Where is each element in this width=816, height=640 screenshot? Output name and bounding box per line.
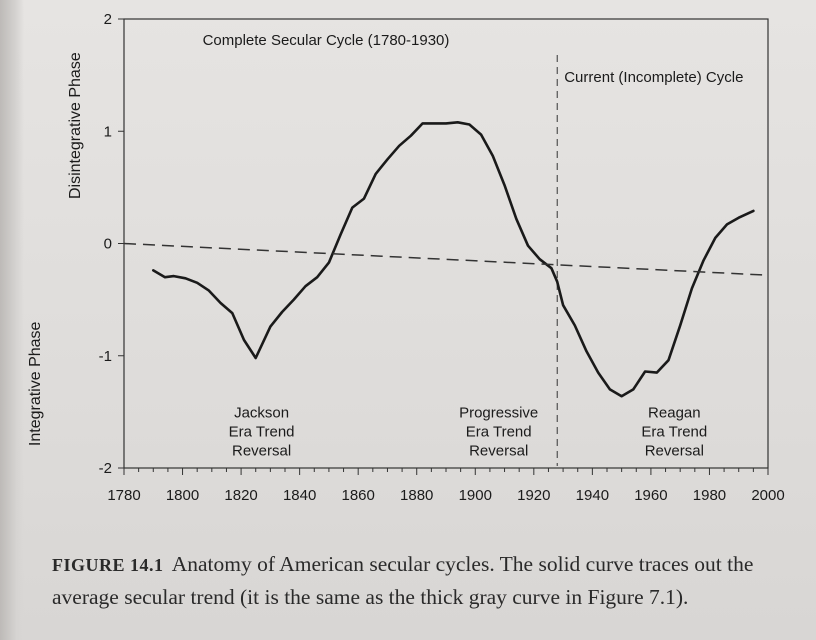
x-tick-label: 1800 bbox=[166, 487, 199, 504]
figure-caption-text: Anatomy of American secular cycles. The … bbox=[52, 552, 754, 609]
x-tick-label: 1900 bbox=[459, 487, 492, 504]
x-tick-label: 1780 bbox=[107, 487, 140, 504]
y-tick-label: -1 bbox=[99, 348, 112, 365]
y-tick-label: 0 bbox=[104, 236, 112, 253]
secular-cycle-chart: 1780 1800 1820 1840 1860 1880 1900 1920 1940 1960… bbox=[27, 11, 785, 504]
y-tick-label: 1 bbox=[104, 123, 112, 140]
secular-trend-curve bbox=[152, 121, 755, 398]
x-tick-label: 1980 bbox=[693, 487, 726, 504]
page-gutter-shadow bbox=[0, 0, 24, 640]
x-tick-label: 1880 bbox=[400, 487, 433, 504]
figure-caption: FIGURE 14.1 Anatomy of American secular … bbox=[52, 548, 802, 613]
annotation-progressive: Progressive Era Trend Reversal bbox=[459, 404, 538, 459]
x-tick-label: 1940 bbox=[576, 487, 609, 504]
x-tick-label: 1920 bbox=[517, 487, 550, 504]
y-tick-label: -2 bbox=[99, 460, 112, 477]
x-tick-label: 1820 bbox=[224, 487, 257, 504]
y-axis-label-integrative: Integrative Phase bbox=[27, 321, 44, 446]
x-tick-label: 1960 bbox=[634, 487, 667, 504]
x-tick-label: 2000 bbox=[751, 487, 784, 504]
y-axis-label-disintegrative: Disintegrative Phase bbox=[67, 52, 84, 199]
annotation-reagan: Reagan Era Trend Reversal bbox=[641, 404, 707, 459]
y-tick-label: 2 bbox=[104, 11, 112, 28]
annotation-jackson: Jackson Era Trend Reversal bbox=[229, 404, 295, 459]
x-tick-label: 1860 bbox=[341, 487, 374, 504]
plot-frame bbox=[123, 18, 769, 469]
x-tick-label: 1840 bbox=[283, 487, 316, 504]
annotation-current-cycle: Current (Incomplete) Cycle bbox=[564, 69, 743, 86]
trend-baseline-dashed bbox=[123, 242, 763, 276]
annotation-complete-cycle: Complete Secular Cycle (1780-1930) bbox=[203, 32, 450, 49]
figure-label: FIGURE 14.1 bbox=[52, 555, 164, 575]
